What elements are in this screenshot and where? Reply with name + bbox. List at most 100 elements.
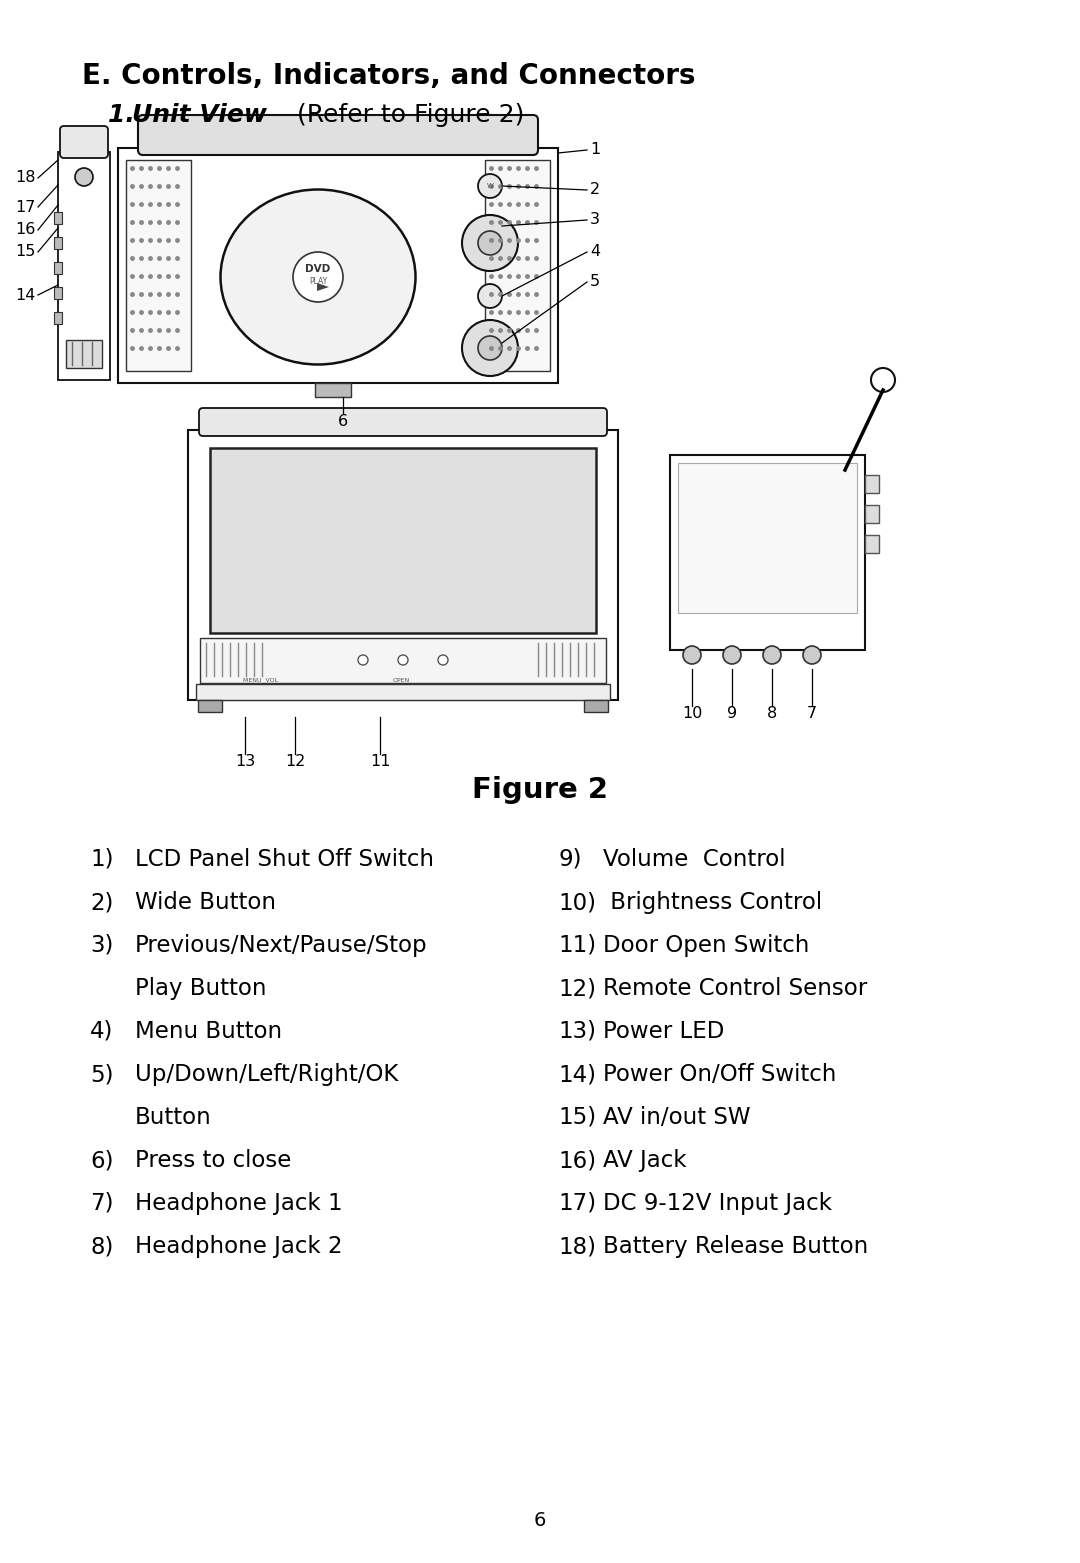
Bar xyxy=(485,159,550,370)
Text: Previous/Next/Pause/Stop: Previous/Next/Pause/Stop xyxy=(135,935,428,957)
Bar xyxy=(865,475,879,492)
Text: Press to close: Press to close xyxy=(135,1149,292,1172)
Bar xyxy=(584,700,608,713)
Bar xyxy=(198,700,222,713)
Text: LCD Panel Shut Off Switch: LCD Panel Shut Off Switch xyxy=(135,849,434,871)
Text: 15: 15 xyxy=(15,244,36,259)
Text: 8): 8) xyxy=(90,1235,113,1258)
Text: 16): 16) xyxy=(558,1149,596,1172)
Circle shape xyxy=(723,646,741,664)
Text: 18): 18) xyxy=(558,1235,596,1258)
FancyBboxPatch shape xyxy=(138,116,538,155)
Text: 13: 13 xyxy=(234,755,255,769)
Text: Figure 2: Figure 2 xyxy=(472,775,608,803)
Text: 8: 8 xyxy=(767,706,778,722)
Text: 7): 7) xyxy=(90,1193,113,1214)
Text: 6: 6 xyxy=(534,1510,546,1530)
Text: Brightness Control: Brightness Control xyxy=(603,891,822,914)
Text: E. Controls, Indicators, and Connectors: E. Controls, Indicators, and Connectors xyxy=(82,63,696,91)
FancyBboxPatch shape xyxy=(60,127,108,158)
Bar xyxy=(66,341,102,367)
Text: 7: 7 xyxy=(807,706,818,722)
Bar xyxy=(54,263,62,274)
Bar xyxy=(678,463,858,613)
Text: 4: 4 xyxy=(590,244,600,259)
Text: Button: Button xyxy=(135,1107,212,1128)
Text: 11: 11 xyxy=(369,755,390,769)
Bar xyxy=(195,685,610,700)
Text: 13): 13) xyxy=(558,1021,596,1043)
Text: Menu Button: Menu Button xyxy=(135,1021,282,1043)
Text: 5): 5) xyxy=(90,1063,113,1086)
Text: Play Button: Play Button xyxy=(135,977,267,1000)
Text: 14: 14 xyxy=(15,288,36,303)
Text: 6: 6 xyxy=(338,414,348,428)
Text: Wide Button: Wide Button xyxy=(135,891,276,914)
Circle shape xyxy=(462,320,518,377)
Text: 2): 2) xyxy=(90,891,113,914)
Text: 1.: 1. xyxy=(108,103,144,127)
Text: W: W xyxy=(487,183,494,189)
Text: DC 9-12V Input Jack: DC 9-12V Input Jack xyxy=(603,1193,832,1214)
Text: DVD: DVD xyxy=(306,264,330,274)
Bar xyxy=(188,430,618,700)
Circle shape xyxy=(399,655,408,664)
Text: 9: 9 xyxy=(727,706,737,722)
Text: 14): 14) xyxy=(558,1063,596,1086)
Bar xyxy=(118,148,558,383)
Circle shape xyxy=(870,367,895,392)
Text: 17: 17 xyxy=(15,200,36,214)
Circle shape xyxy=(462,216,518,270)
Text: PLAY: PLAY xyxy=(309,278,327,286)
Text: 6): 6) xyxy=(90,1149,113,1172)
Bar xyxy=(865,505,879,524)
Ellipse shape xyxy=(220,189,416,364)
Circle shape xyxy=(478,173,502,199)
Text: 15): 15) xyxy=(558,1107,596,1128)
Text: Power LED: Power LED xyxy=(603,1021,725,1043)
Text: AV Jack: AV Jack xyxy=(603,1149,687,1172)
Text: 5: 5 xyxy=(590,275,600,289)
Text: Volume  Control: Volume Control xyxy=(603,849,785,871)
Text: Unit View: Unit View xyxy=(132,103,267,127)
Text: 10: 10 xyxy=(681,706,702,722)
Text: 3: 3 xyxy=(590,213,600,228)
Bar xyxy=(54,288,62,299)
Bar xyxy=(54,213,62,224)
Text: 10): 10) xyxy=(558,891,596,914)
Text: Headphone Jack 2: Headphone Jack 2 xyxy=(135,1235,342,1258)
Bar xyxy=(210,449,596,633)
Text: Door Open Switch: Door Open Switch xyxy=(603,935,809,957)
Text: 12: 12 xyxy=(285,755,306,769)
Bar xyxy=(670,455,865,650)
Text: 11): 11) xyxy=(558,935,596,957)
Circle shape xyxy=(478,336,502,359)
Text: 2: 2 xyxy=(590,183,600,197)
Text: (Refer to Figure 2): (Refer to Figure 2) xyxy=(297,103,525,127)
Text: 1): 1) xyxy=(90,849,113,871)
Text: 9): 9) xyxy=(558,849,581,871)
Text: Power On/Off Switch: Power On/Off Switch xyxy=(603,1063,836,1086)
Bar xyxy=(126,159,191,370)
Circle shape xyxy=(478,231,502,255)
Circle shape xyxy=(438,655,448,664)
Circle shape xyxy=(804,646,821,664)
FancyBboxPatch shape xyxy=(199,408,607,436)
Bar xyxy=(200,638,606,683)
Text: Headphone Jack 1: Headphone Jack 1 xyxy=(135,1193,342,1214)
Text: Remote Control Sensor: Remote Control Sensor xyxy=(603,977,867,1000)
Text: 3): 3) xyxy=(90,935,113,957)
Text: 18: 18 xyxy=(15,170,36,186)
Text: Battery Release Button: Battery Release Button xyxy=(603,1235,868,1258)
Circle shape xyxy=(683,646,701,664)
Text: Up/Down/Left/Right/OK: Up/Down/Left/Right/OK xyxy=(135,1063,399,1086)
Text: AV in/out SW: AV in/out SW xyxy=(603,1107,751,1128)
Text: 12): 12) xyxy=(558,977,596,1000)
Text: 16: 16 xyxy=(15,222,36,238)
Bar xyxy=(865,535,879,553)
Circle shape xyxy=(357,655,368,664)
Text: 17): 17) xyxy=(558,1193,596,1214)
Bar xyxy=(54,313,62,324)
Bar xyxy=(58,152,110,380)
Bar xyxy=(315,383,351,397)
